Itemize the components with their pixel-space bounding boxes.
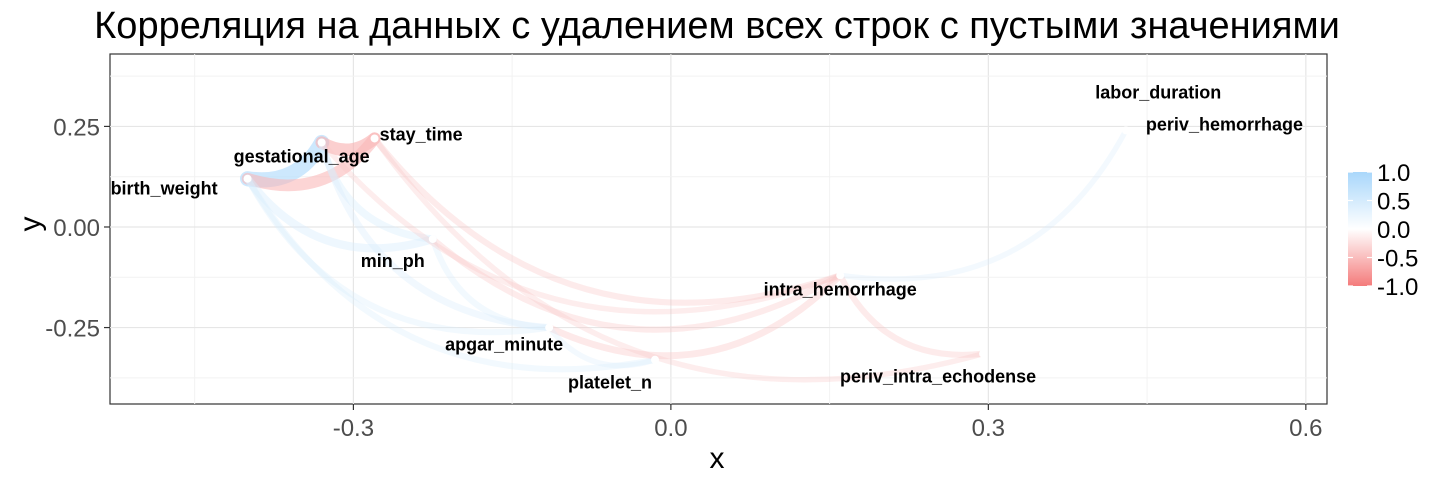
legend-label: 0.0 — [1377, 217, 1410, 244]
node-periv_hemorrhage — [1121, 126, 1130, 135]
node-label-intra_hemorrhage: intra_hemorrhage — [764, 279, 917, 299]
node-label-stay_time: stay_time — [380, 124, 463, 144]
legend-label: 1.0 — [1377, 160, 1410, 187]
node-label-birth_weight: birth_weight — [111, 179, 218, 199]
edge-stay_time-intra_hemorrhage — [371, 135, 844, 306]
edge-min_ph-apgar_minute — [429, 236, 553, 331]
node-birth_weight — [243, 174, 252, 183]
edge-min_ph-intra_hemorrhage — [429, 236, 844, 333]
axes-layer: -0.3 0.0 0.3 0.6 0.25 0.00 -0.25 — [45, 114, 1322, 442]
edge-birth_weight-platelet_n — [244, 175, 659, 373]
y-tick-label: -0.25 — [45, 316, 100, 343]
node-periv_intra_echodense — [979, 349, 988, 358]
node-label-gestational_age: gestational_age — [234, 147, 370, 167]
node-intra_hemorrhage — [836, 271, 845, 280]
y-axis-title: y — [14, 217, 47, 232]
edge-birth_weight-min_ph — [243, 174, 437, 253]
edge-birth_weight-apgar_minute — [244, 175, 553, 336]
edge-apgar_minute-platelet_n — [546, 324, 658, 369]
node-label-labor_duration: labor_duration — [1095, 82, 1221, 102]
plot-panel — [109, 53, 1328, 405]
node-platelet_n — [651, 355, 660, 364]
node-label-min_ph: min_ph — [361, 251, 425, 271]
node-min_ph — [428, 235, 437, 244]
y-tick-label: 0.00 — [53, 215, 100, 242]
node-label-periv_intra_echodense: periv_intra_echodense — [840, 367, 1036, 387]
x-axis-title: x — [710, 442, 725, 475]
node-labels-layer: labor_duration periv_hemorrhage stay_timeg… — [111, 82, 1303, 392]
y-tick-label: 0.25 — [53, 114, 100, 141]
node-label-platelet_n: platelet_n — [568, 373, 652, 393]
node-label-apgar_minute: apgar_minute — [445, 335, 563, 355]
node-apgar_minute — [545, 323, 554, 332]
x-tick-label: 0.0 — [654, 415, 687, 442]
edge-intra_hemorrhage-periv_hemorrhage — [837, 127, 1129, 282]
edge-apgar_minute-intra_hemorrhage — [545, 271, 844, 360]
edge-intra_hemorrhage-periv_intra_echodense — [837, 272, 987, 358]
node-stay_time — [370, 134, 379, 143]
edge-stay_time-periv_intra_echodense — [371, 135, 986, 383]
legend-label: -1.0 — [1377, 274, 1418, 301]
edge-birth_weight-stay_time — [241, 132, 381, 192]
node-label-periv_hemorrhage: periv_hemorrhage — [1146, 114, 1303, 134]
legend: 1.00.50.0-0.5-1.0 — [1348, 160, 1418, 301]
nodes-layer — [243, 110, 1173, 364]
edge-gestational_age-apgar_minute — [318, 139, 553, 331]
edges-layer — [239, 127, 1129, 383]
legend-label: 0.5 — [1377, 189, 1410, 216]
chart-title: Корреляция на данных с удалением всех ст… — [94, 5, 1340, 47]
edge-gestational_age-min_ph — [317, 138, 437, 243]
x-tick-label: -0.3 — [333, 415, 374, 442]
x-tick-label: 0.6 — [1289, 415, 1322, 442]
x-tick-label: 0.3 — [972, 415, 1005, 442]
edge-gestational_age-intra_hemorrhage — [318, 139, 843, 315]
legend-label: -0.5 — [1377, 246, 1418, 273]
node-gestational_age — [317, 138, 326, 147]
node-labor_duration — [1164, 110, 1173, 119]
